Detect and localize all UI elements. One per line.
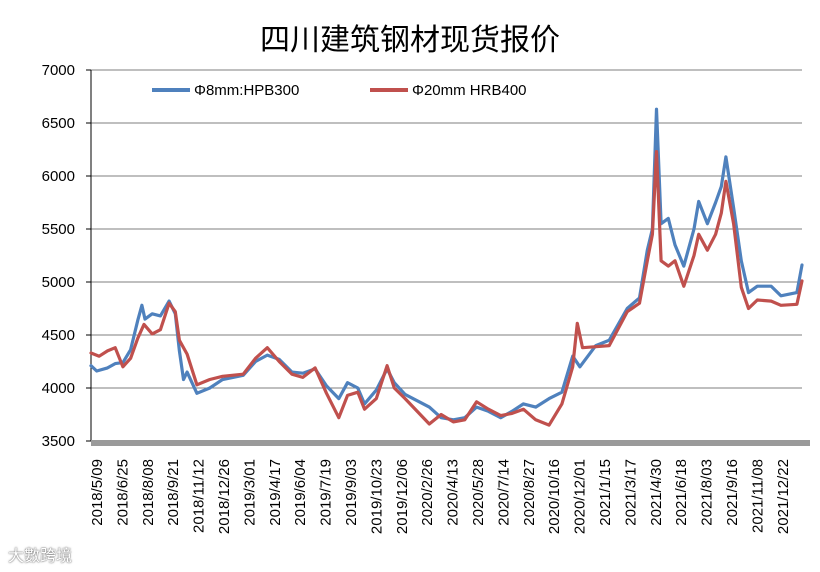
x-tick-label: 2019/10/23	[368, 459, 385, 534]
x-tick-label: 2020/8/27	[521, 459, 538, 526]
legend: Φ8mm:HPB300 Φ20mm HRB400	[152, 82, 527, 99]
legend-label-hpb300: Φ8mm:HPB300	[194, 82, 299, 99]
x-axis-ticks: 2018/5/09 2018/6/25 2018/8/08 2018/9/21 2018…	[89, 459, 792, 534]
x-tick-label: 2021/1/15	[597, 459, 614, 526]
x-tick-label: 2019/12/06	[394, 459, 411, 534]
x-tick-label: 2018/9/21	[165, 459, 182, 526]
series-lines	[89, 107, 804, 427]
x-tick-label: 2021/11/08	[749, 459, 766, 533]
y-tick-label: 4000	[42, 380, 75, 397]
legend-label-hrb400: Φ20mm HRB400	[412, 82, 527, 99]
y-axis-ticks: 3500 4000 4500 5000 5500 6000 6500 7000	[42, 62, 91, 450]
x-tick-label: 2019/7/19	[318, 459, 335, 526]
series-line-hrb400	[89, 150, 804, 427]
x-tick-label: 2021/3/17	[622, 459, 639, 526]
x-tick-label: 2018/12/26	[216, 459, 233, 534]
y-tick-label: 5500	[42, 221, 75, 238]
x-tick-label: 2020/4/13	[445, 459, 462, 526]
chart-title: 四川建筑钢材现货报价	[260, 23, 560, 58]
x-tick-label: 2018/8/08	[140, 459, 157, 526]
y-tick-label: 6000	[42, 168, 75, 185]
x-tick-label: 2021/6/18	[673, 459, 690, 526]
x-tick-label: 2019/3/01	[241, 459, 258, 526]
x-axis-band	[91, 440, 810, 446]
x-tick-label: 2021/8/03	[699, 459, 716, 526]
y-tick-label: 5000	[42, 274, 75, 291]
y-tick-label: 7000	[42, 62, 75, 79]
x-tick-label: 2018/6/25	[114, 459, 131, 526]
x-tick-label: 2020/2/26	[419, 459, 436, 526]
x-tick-label: 2019/9/03	[343, 459, 360, 526]
watermark: 大數跨境	[8, 546, 73, 565]
x-tick-label: 2019/4/17	[267, 459, 284, 526]
y-tick-label: 3500	[42, 433, 75, 450]
x-tick-label: 2020/10/16	[546, 459, 563, 534]
x-tick-label: 2018/11/12	[191, 459, 208, 533]
x-tick-label: 2020/7/14	[495, 459, 512, 526]
x-tick-label: 2018/5/09	[89, 459, 106, 526]
x-tick-label: 2020/12/01	[572, 459, 589, 534]
x-tick-label: 2021/12/22	[775, 459, 792, 534]
x-tick-label: 2020/5/28	[470, 459, 487, 526]
y-tick-label: 6500	[42, 115, 75, 132]
x-tick-label: 2021/4/30	[648, 459, 665, 526]
y-tick-label: 4500	[42, 327, 75, 344]
x-tick-label: 2019/6/04	[292, 459, 309, 526]
x-tick-label: 2021/9/16	[724, 459, 741, 526]
